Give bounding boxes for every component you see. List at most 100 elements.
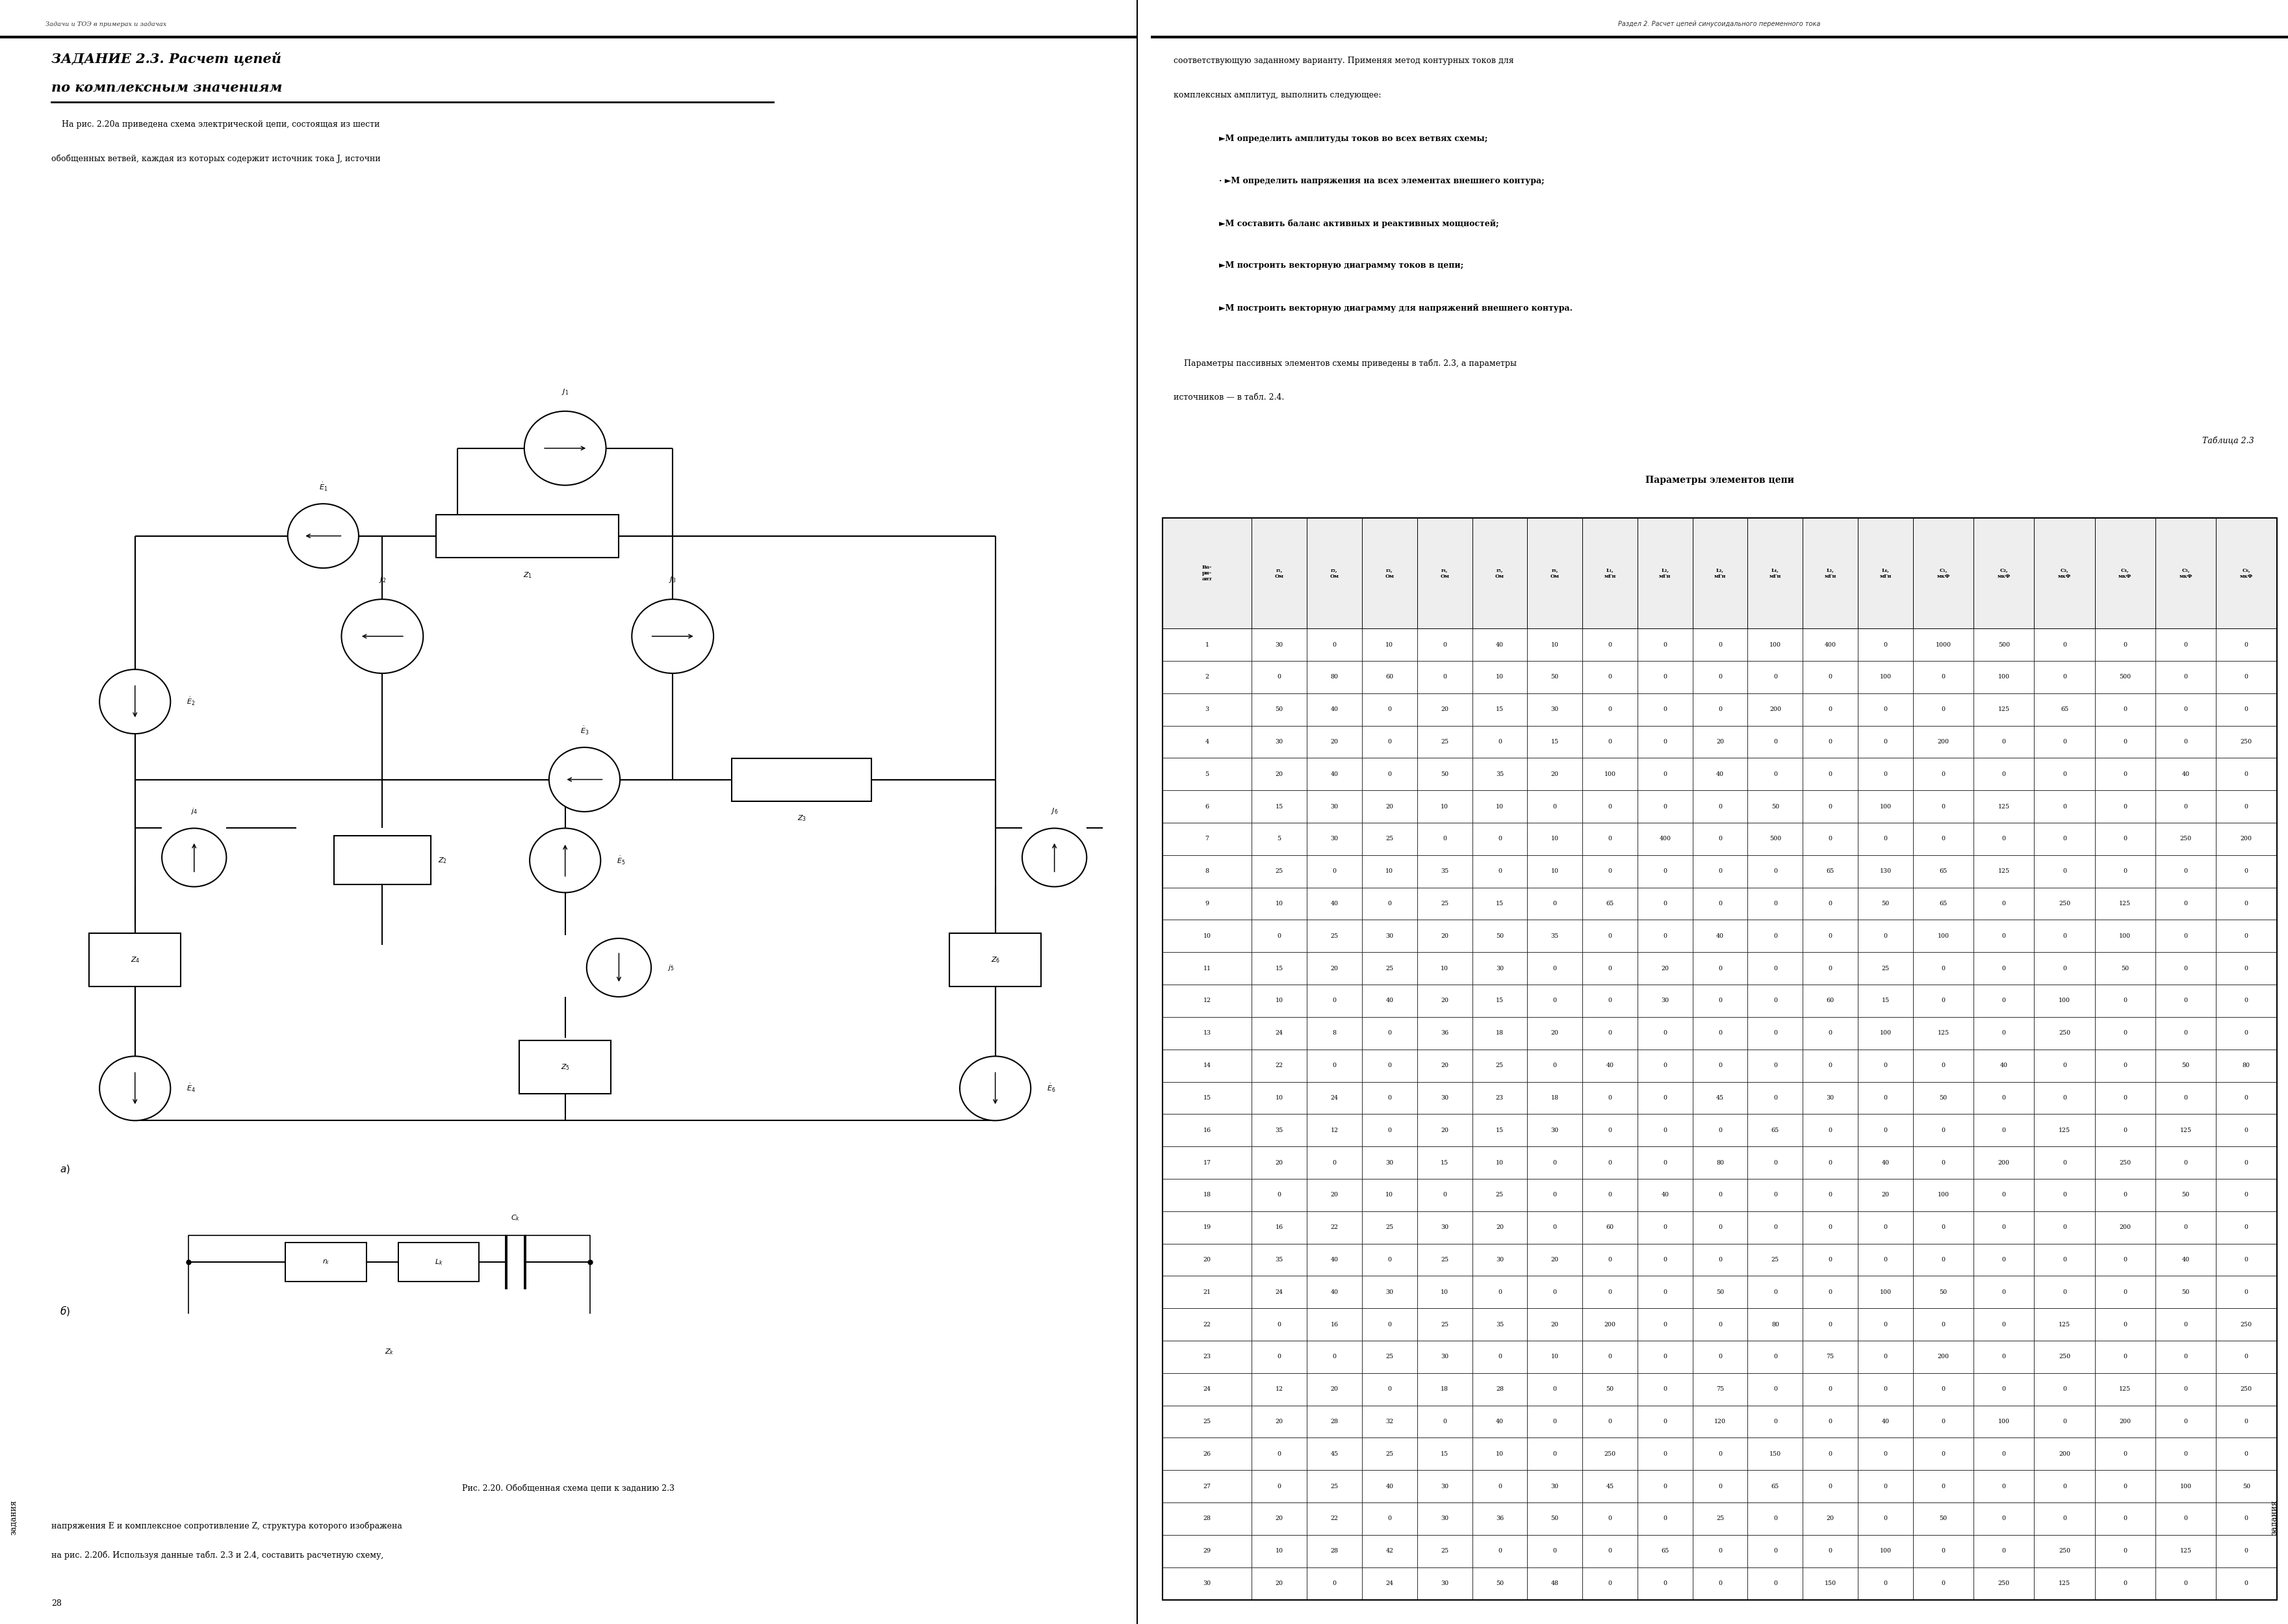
Text: 50: 50: [2121, 965, 2130, 971]
Text: 0: 0: [1387, 1322, 1391, 1327]
Bar: [1528, 1179, 1583, 1212]
Bar: [1913, 661, 1975, 693]
Bar: [1471, 1567, 1528, 1600]
Text: Параметры элементов цепи: Параметры элементов цепи: [1645, 476, 1794, 486]
Text: 0: 0: [1773, 771, 1778, 778]
Bar: [1252, 1082, 1306, 1114]
Bar: [1913, 1049, 1975, 1082]
Bar: [2217, 1179, 2277, 1212]
Text: 0: 0: [2061, 1387, 2066, 1392]
Bar: [1693, 1179, 1748, 1212]
Text: $Z_1$: $Z_1$: [524, 570, 533, 580]
Text: 0: 0: [1883, 739, 1888, 745]
Text: ЗАДАНИЕ 2.3. Расчет цепей: ЗАДАНИЕ 2.3. Расчет цепей: [50, 52, 281, 67]
Text: 0: 0: [1663, 804, 1668, 809]
Text: 0: 0: [2002, 1192, 2007, 1199]
Bar: [1162, 726, 1252, 758]
Bar: [1162, 919, 1252, 952]
Text: 0: 0: [1387, 1127, 1391, 1134]
Bar: [1913, 1147, 1975, 1179]
Text: 0: 0: [1663, 771, 1668, 778]
Text: 0: 0: [1663, 1289, 1668, 1294]
Bar: [2155, 693, 2217, 726]
Text: 6: 6: [1206, 804, 1208, 809]
Bar: [1858, 1244, 1913, 1276]
Bar: [1638, 791, 1693, 823]
Bar: [1252, 1405, 1306, 1437]
Text: 0: 0: [1883, 1062, 1888, 1069]
Bar: [1528, 758, 1583, 791]
Bar: [2155, 919, 2217, 952]
Bar: [2155, 1276, 2217, 1309]
Bar: [2096, 1244, 2155, 1276]
Text: r₁,
Ом: r₁, Ом: [1274, 568, 1284, 578]
Bar: [2217, 1147, 2277, 1179]
Bar: [1583, 984, 1638, 1017]
Text: 0: 0: [2183, 804, 2187, 809]
Text: 0: 0: [1773, 1580, 1778, 1587]
Text: r₄,
Ом: r₄, Ом: [1439, 568, 1448, 578]
Bar: [1913, 1212, 1975, 1244]
Bar: [1803, 518, 1858, 628]
Text: $Z_2$: $Z_2$: [437, 856, 446, 866]
Text: 0: 0: [2123, 1450, 2128, 1457]
Text: 4: 4: [1206, 739, 1208, 745]
Text: 18: 18: [1551, 1095, 1558, 1101]
Text: 0: 0: [2183, 641, 2187, 648]
Text: 0: 0: [1554, 965, 1556, 971]
Bar: [1913, 887, 1975, 919]
Bar: [1638, 1114, 1693, 1147]
Text: 200: 200: [2059, 1450, 2071, 1457]
Bar: [2155, 1017, 2217, 1049]
Bar: [1306, 856, 1361, 887]
Bar: [1693, 1244, 1748, 1276]
Bar: [1306, 887, 1361, 919]
Bar: [1361, 628, 1416, 661]
Text: 125: 125: [2180, 1127, 2192, 1134]
Bar: [1528, 1405, 1583, 1437]
Bar: [1583, 823, 1638, 856]
Text: 65: 65: [1771, 1483, 1780, 1489]
Text: 0: 0: [1608, 1548, 1611, 1554]
Bar: [2155, 1212, 2217, 1244]
Bar: [2034, 1082, 2096, 1114]
Bar: [1583, 1212, 1638, 1244]
Text: 0: 0: [1554, 1419, 1556, 1424]
Bar: [1306, 984, 1361, 1017]
Bar: [1361, 984, 1416, 1017]
Bar: [1748, 693, 1803, 726]
Text: 15: 15: [1441, 1450, 1448, 1457]
Text: 0: 0: [1828, 1224, 1833, 1231]
Bar: [1748, 726, 1803, 758]
Text: 0: 0: [1277, 674, 1281, 680]
Bar: [1528, 1147, 1583, 1179]
Bar: [1583, 1082, 1638, 1114]
Text: 25: 25: [1332, 1483, 1338, 1489]
Bar: [2096, 823, 2155, 856]
Text: 18: 18: [1496, 1030, 1503, 1036]
Bar: [1975, 1049, 2034, 1082]
Bar: [1693, 1049, 1748, 1082]
Text: 0: 0: [1387, 1030, 1391, 1036]
Bar: [2096, 1049, 2155, 1082]
Bar: [1693, 1470, 1748, 1502]
Text: 20: 20: [1203, 1257, 1210, 1263]
Bar: [1471, 952, 1528, 984]
Text: 20: 20: [1551, 1030, 1558, 1036]
Bar: [1306, 1341, 1361, 1372]
Bar: [1361, 1147, 1416, 1179]
Text: 0: 0: [1940, 1548, 1945, 1554]
Bar: [1416, 1502, 1471, 1535]
Text: $\dot{E}_2$: $\dot{E}_2$: [188, 697, 194, 706]
Bar: [1306, 1470, 1361, 1502]
Text: 0: 0: [1940, 1580, 1945, 1587]
Bar: [1252, 1470, 1306, 1502]
Bar: [1748, 1341, 1803, 1372]
Text: 20: 20: [1387, 804, 1393, 809]
Bar: [1693, 823, 1748, 856]
Bar: [2034, 1405, 2096, 1437]
Text: 40: 40: [1661, 1192, 1668, 1199]
Bar: [1416, 1276, 1471, 1309]
Text: 0: 0: [2245, 934, 2249, 939]
Text: 0: 0: [2245, 1289, 2249, 1294]
